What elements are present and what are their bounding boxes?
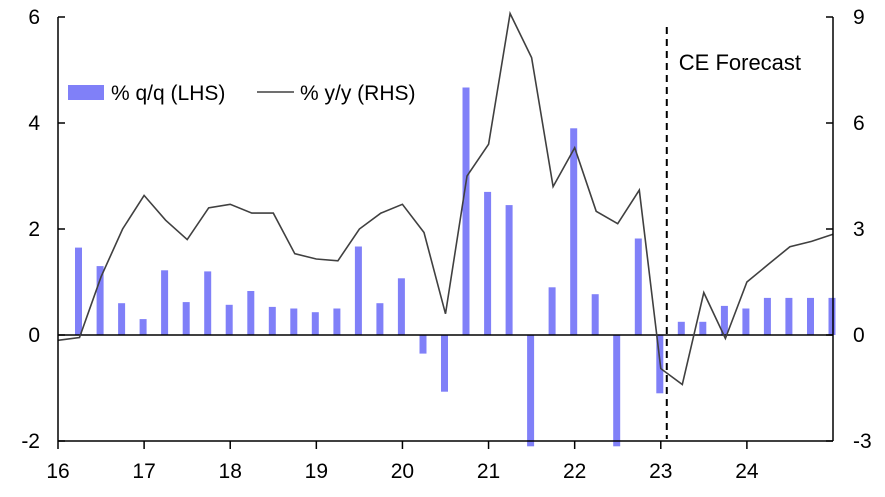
x-tick-label: 20 bbox=[391, 460, 414, 483]
qq-bar bbox=[247, 291, 255, 335]
qq-bar bbox=[763, 297, 771, 335]
x-axis-ticks: 16 17 18 19 20 21 22 23 24 bbox=[46, 441, 759, 483]
x-tick-label: 22 bbox=[563, 460, 586, 483]
legend-line-label: % y/y (RHS) bbox=[300, 82, 416, 105]
right-axis-ticks: 9 6 3 0 -3 bbox=[826, 6, 872, 453]
qq-bar bbox=[118, 303, 126, 335]
right-tick-label: -3 bbox=[853, 430, 872, 453]
qq-bar bbox=[225, 304, 233, 335]
qq-bar bbox=[397, 278, 405, 335]
yy-series-line bbox=[57, 10, 834, 386]
x-tick-label: 21 bbox=[477, 460, 500, 483]
right-tick-label: 6 bbox=[853, 112, 865, 135]
qq-bar bbox=[419, 335, 427, 354]
left-tick-label: 4 bbox=[28, 112, 40, 135]
left-tick-label: 2 bbox=[28, 218, 40, 241]
qq-bar bbox=[699, 321, 707, 336]
x-tick-label: 17 bbox=[132, 460, 155, 483]
right-tick-label: 3 bbox=[853, 218, 865, 241]
right-tick-label: 0 bbox=[853, 324, 865, 347]
qq-bar bbox=[333, 308, 341, 335]
qq-bar bbox=[376, 303, 384, 335]
qq-bar bbox=[505, 205, 513, 335]
bars-layer bbox=[75, 87, 836, 447]
qq-bar bbox=[161, 270, 169, 335]
left-tick-label: 0 bbox=[28, 324, 40, 347]
legend-bar-swatch bbox=[68, 85, 104, 100]
qq-bar bbox=[268, 306, 276, 335]
x-tick-label: 19 bbox=[305, 460, 328, 483]
qq-bar bbox=[591, 294, 599, 335]
qq-bar bbox=[204, 271, 212, 335]
qq-bar bbox=[139, 319, 147, 335]
qq-bar bbox=[182, 302, 190, 335]
qq-bar bbox=[75, 247, 82, 335]
qq-bar bbox=[570, 128, 578, 335]
legend-bar-label: % q/q (LHS) bbox=[111, 82, 225, 105]
qq-bar bbox=[677, 321, 685, 336]
qq-bar bbox=[311, 312, 319, 335]
x-tick-label: 18 bbox=[219, 460, 242, 483]
legend: % q/q (LHS) % y/y (RHS) bbox=[68, 82, 416, 105]
right-tick-label: 9 bbox=[853, 6, 865, 29]
qq-bar bbox=[290, 308, 298, 335]
left-tick-label: 6 bbox=[28, 6, 40, 29]
left-axis-ticks: 6 4 2 0 -2 bbox=[21, 6, 65, 453]
x-tick-label: 23 bbox=[649, 460, 672, 483]
qq-bar bbox=[785, 297, 793, 335]
qq-bar bbox=[527, 335, 535, 447]
qq-bar bbox=[354, 246, 362, 335]
left-tick-label: -2 bbox=[21, 430, 40, 453]
qq-bar bbox=[807, 297, 814, 335]
qq-bar bbox=[462, 87, 470, 335]
qq-bar bbox=[613, 335, 621, 447]
forecast-label: CE Forecast bbox=[679, 50, 801, 75]
x-tick-label: 16 bbox=[46, 460, 69, 483]
qq-bar bbox=[96, 266, 104, 335]
qq-bar bbox=[720, 305, 728, 335]
qq-bar bbox=[484, 191, 492, 335]
qq-bar bbox=[828, 297, 836, 335]
qq-bar bbox=[441, 335, 448, 392]
qq-bar bbox=[742, 308, 750, 335]
qq-bar bbox=[634, 238, 642, 335]
x-tick-label: 24 bbox=[735, 460, 759, 483]
qq-bar bbox=[548, 287, 556, 335]
